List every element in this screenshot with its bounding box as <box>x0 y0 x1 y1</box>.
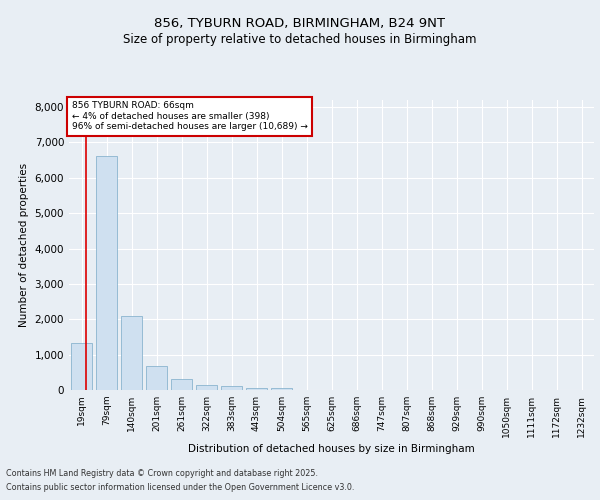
Text: Size of property relative to detached houses in Birmingham: Size of property relative to detached ho… <box>123 32 477 46</box>
Bar <box>246 388 267 390</box>
Bar <box>271 388 292 390</box>
X-axis label: Distribution of detached houses by size in Birmingham: Distribution of detached houses by size … <box>188 444 475 454</box>
Bar <box>221 386 242 390</box>
Bar <box>146 366 167 390</box>
Text: 856, TYBURN ROAD, BIRMINGHAM, B24 9NT: 856, TYBURN ROAD, BIRMINGHAM, B24 9NT <box>155 18 445 30</box>
Bar <box>171 380 192 390</box>
Text: Contains public sector information licensed under the Open Government Licence v3: Contains public sector information licen… <box>6 484 355 492</box>
Text: Contains HM Land Registry data © Crown copyright and database right 2025.: Contains HM Land Registry data © Crown c… <box>6 468 318 477</box>
Bar <box>71 344 92 390</box>
Bar <box>96 156 117 390</box>
Text: 856 TYBURN ROAD: 66sqm
← 4% of detached houses are smaller (398)
96% of semi-det: 856 TYBURN ROAD: 66sqm ← 4% of detached … <box>71 102 308 132</box>
Bar <box>196 384 217 390</box>
Y-axis label: Number of detached properties: Number of detached properties <box>19 163 29 327</box>
Bar <box>121 316 142 390</box>
